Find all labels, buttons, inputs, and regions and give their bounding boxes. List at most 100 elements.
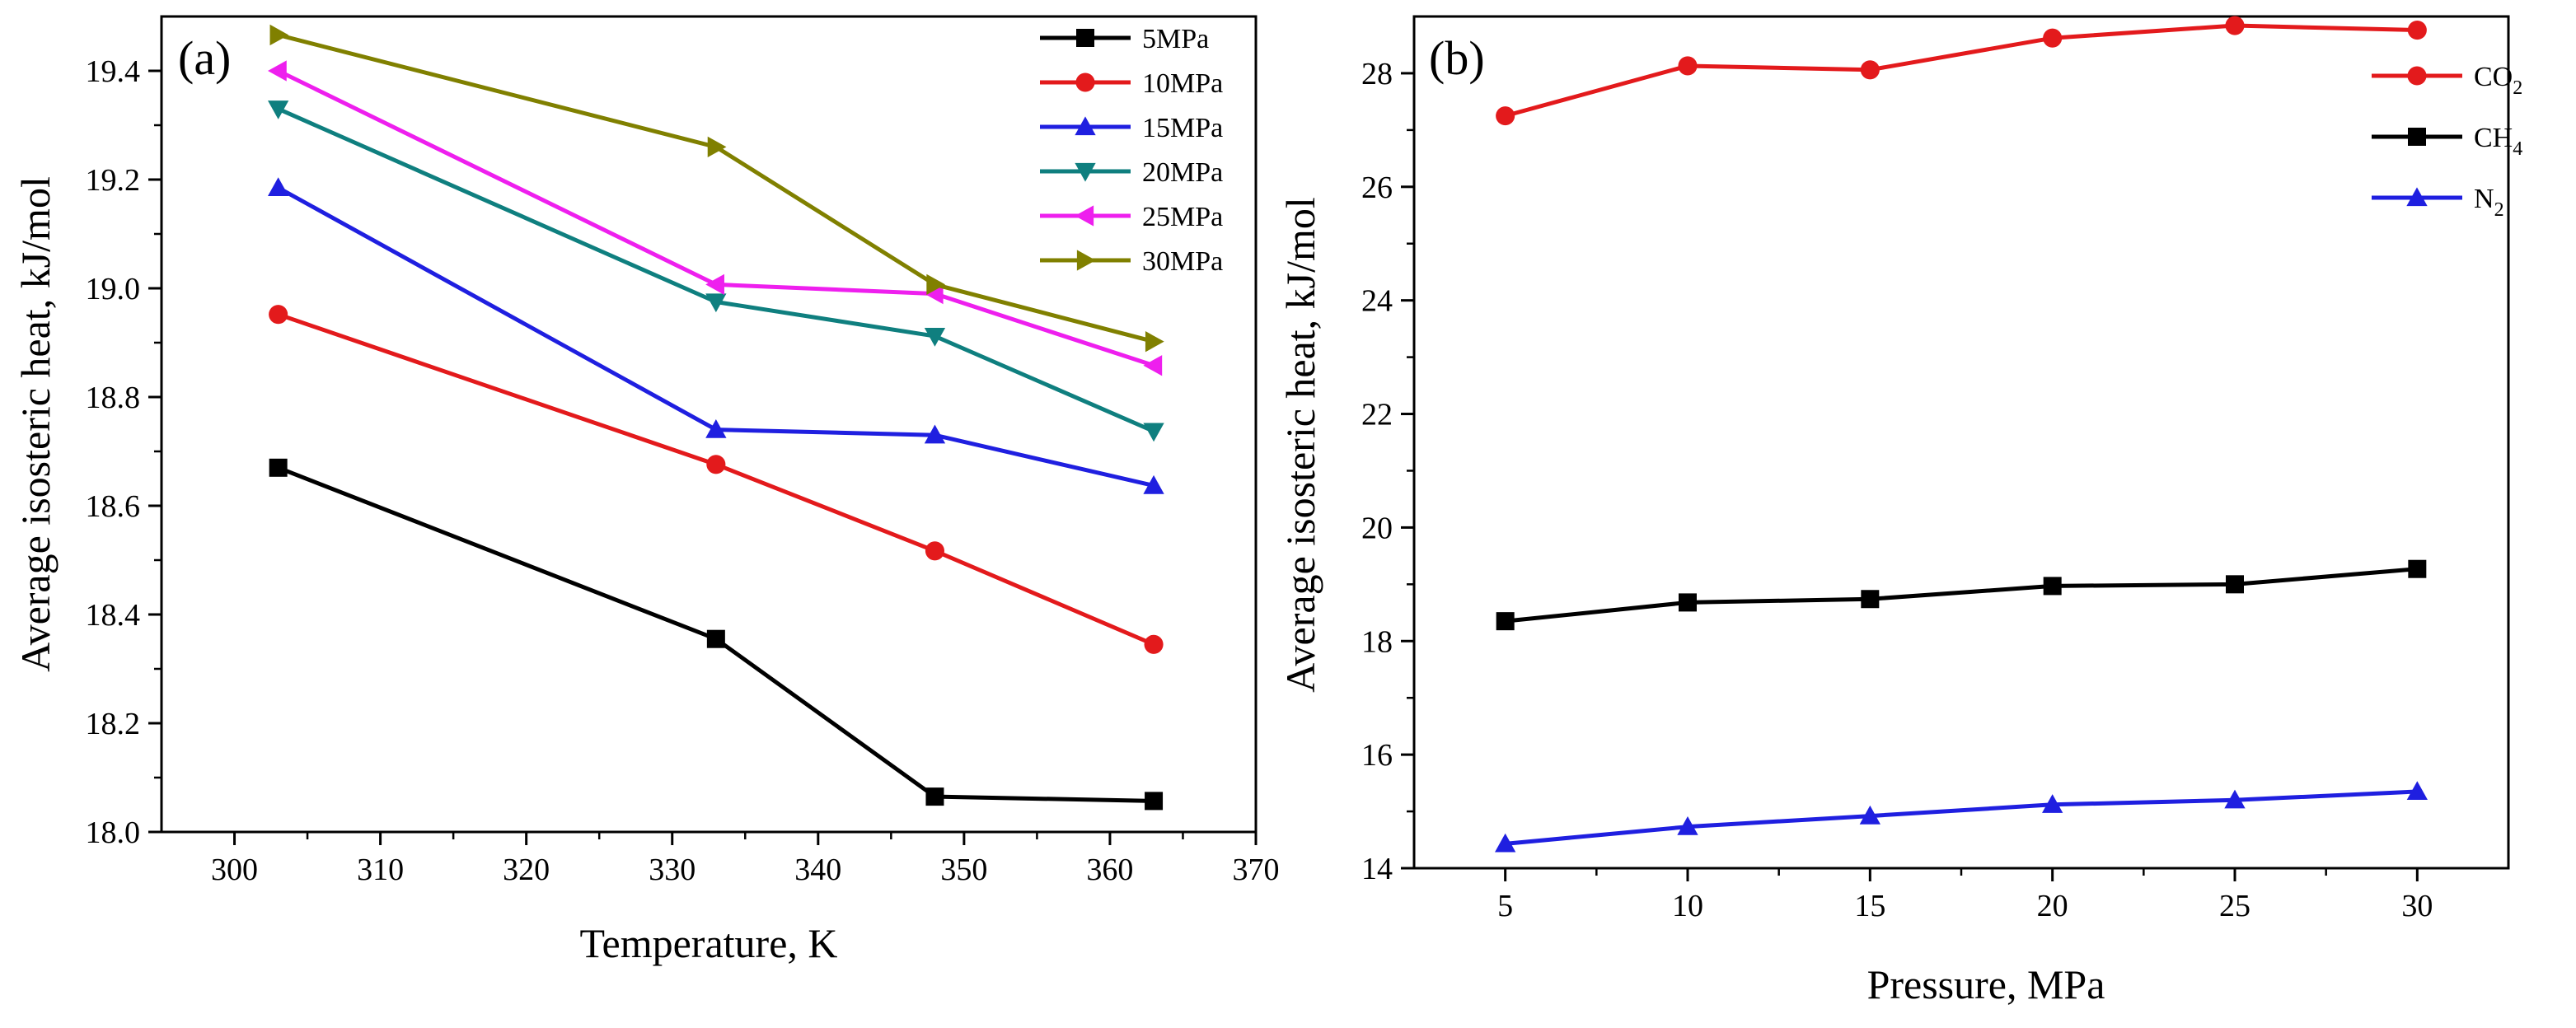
panel-a-ytick-label: 18.6 [86, 489, 141, 524]
panel-a-legend-label: 15MPa [1142, 113, 1223, 143]
panel-b-data-point [2224, 789, 2246, 809]
panel-b-legend-subscript: 4 [2513, 138, 2522, 160]
panel-a-series-1 [269, 458, 1164, 811]
panel-b-data-point [1679, 593, 1697, 612]
panel-b-legend: CO2 CH4 N2 [2372, 62, 2522, 221]
panel-a-series-line [277, 106, 1155, 433]
panel-a-ticks: 300 310 320 330 340 350 360 370 18.0 18.2 18.4 18.6… [86, 54, 1280, 887]
panel-a-series-5 [268, 60, 1163, 376]
panel-b-data-point [1861, 590, 1880, 609]
panel-b-ytick-label: 14 [1361, 852, 1393, 886]
panel-b-data-point [2043, 28, 2063, 48]
panel-a-series-4 [268, 100, 1164, 442]
panel-a-data-point [705, 418, 727, 438]
panel-a-legend-marker [1075, 162, 1096, 182]
panel-b-legend-marker [2408, 128, 2426, 146]
panel-b-series [1495, 16, 2428, 853]
panel-a-data-point [1145, 792, 1164, 811]
panel-b-xtick-label: 15 [1854, 889, 1885, 923]
panel-b-data-point [1678, 56, 1698, 76]
panel-a-xtick-label: 320 [503, 853, 550, 887]
panel-b-ytick-label: 16 [1361, 738, 1393, 773]
panel-a-legend-marker [1075, 116, 1096, 136]
panel-b-data-point [2226, 575, 2244, 594]
panel-a-data-point [268, 100, 289, 119]
panel-a-series-line [277, 68, 1155, 368]
panel-a-data-point [1144, 634, 1164, 654]
panel-a-xtick-label: 360 [1086, 853, 1133, 887]
panel-a-data-point [1143, 355, 1163, 376]
panel-b-ytick-label: 20 [1361, 511, 1393, 545]
panel-b-data-point [1495, 833, 1516, 853]
panel-a-series-line [277, 312, 1155, 647]
panel-b-legend-item: CH4 [2372, 123, 2522, 160]
panel-b-series-3 [1495, 781, 2428, 853]
panel-a-ylabel: Average isosteric heat, kJ/mol [12, 176, 59, 672]
panel-a-legend-marker [1076, 29, 1094, 47]
panel-a-legend-item: 10MPa [1040, 68, 1223, 99]
panel-b-series-1 [1496, 16, 2427, 126]
panel-a-legend-item: 5MPa [1040, 24, 1209, 54]
panel-b-legend-label: CO2 [2474, 62, 2522, 99]
panel-a-ytick-label: 18.2 [86, 707, 141, 741]
panel-a-data-point [268, 60, 287, 82]
panel-a-legend-item: 20MPa [1040, 157, 1223, 188]
panel-b-legend-label: CH4 [2474, 123, 2522, 160]
panel-a: 300 310 320 330 340 350 360 370 18.0 18.2 18.4 18.6… [12, 15, 1280, 966]
panel-a-legend-marker [1075, 205, 1094, 227]
panel-a-ytick-label: 18.8 [86, 381, 141, 415]
panel-b-ytick-label: 24 [1361, 284, 1393, 319]
panel-a-data-point [268, 177, 289, 197]
panel-a-data-point [924, 327, 946, 347]
panel-b-data-point [2408, 559, 2427, 578]
panel-b-legend-subscript: 2 [2494, 199, 2504, 221]
panel-a-legend-marker [1075, 72, 1095, 92]
panel-b-ylabel: Average isosteric heat, kJ/mol [1277, 197, 1323, 693]
panel-a-xtick-label: 310 [357, 853, 404, 887]
panel-a-data-point [925, 541, 945, 561]
panel-a-data-point [269, 458, 288, 477]
panel-a-xtick-label: 340 [794, 853, 841, 887]
panel-a-data-point [269, 24, 289, 46]
panel-a-series-2 [269, 305, 1164, 654]
panel-b-series-line [1505, 567, 2418, 624]
panel-b-data-point [1496, 612, 1515, 631]
panel-a-legend-item: 15MPa [1040, 113, 1223, 143]
panel-b-data-point [2225, 16, 2245, 35]
panel-a-data-point [706, 629, 725, 648]
panel-a-series-line [277, 465, 1155, 803]
panel-b-xtick-label: 5 [1497, 889, 1513, 923]
panel-a-data-point [705, 273, 724, 296]
panel-a-data-point [705, 293, 727, 313]
panel-b-xtick-label: 10 [1672, 889, 1703, 923]
panel-a-series-3 [268, 177, 1164, 494]
panel-b-ytick-label: 26 [1361, 171, 1393, 205]
panel-a-frame [160, 15, 1258, 834]
panel-b-ticks: 5 10 15 20 25 30 14 16 18 20 22 24 26 28 [1361, 57, 2433, 923]
panel-b-legend-subscript: 2 [2513, 77, 2522, 99]
panel-a-data-point [706, 455, 726, 474]
panel-a-ytick-label: 18.0 [86, 815, 141, 850]
panel-b-xtick-label: 30 [2401, 889, 2433, 923]
panel-a-xtick-label: 300 [211, 853, 258, 887]
panel-b-data-point [2042, 794, 2063, 813]
panel-a-legend-label: 5MPa [1142, 24, 1209, 54]
panel-b-legend-marker [2406, 187, 2428, 207]
panel-b-label: (b) [1429, 31, 1485, 85]
panel-b-xlabel: Pressure, MPa [1867, 961, 2105, 1007]
panel-b-data-point [1496, 106, 1515, 126]
panel-a-legend-item: 25MPa [1040, 202, 1223, 232]
panel-b-data-point [2043, 577, 2062, 596]
panel-a-legend-label: 30MPa [1142, 246, 1223, 277]
panel-a-ytick-label: 19.4 [86, 54, 141, 89]
panel-b-data-point [1677, 816, 1698, 835]
panel-a-data-point [924, 283, 944, 305]
panel-a-data-point [926, 273, 946, 296]
panel-a-data-point [707, 136, 727, 158]
panel-b-data-point [1859, 805, 1880, 825]
panel-b-data-point [1860, 60, 1880, 80]
panel-a-xlabel: Temperature, K [579, 920, 837, 966]
panel-b-legend-item: CO2 [2372, 62, 2522, 99]
